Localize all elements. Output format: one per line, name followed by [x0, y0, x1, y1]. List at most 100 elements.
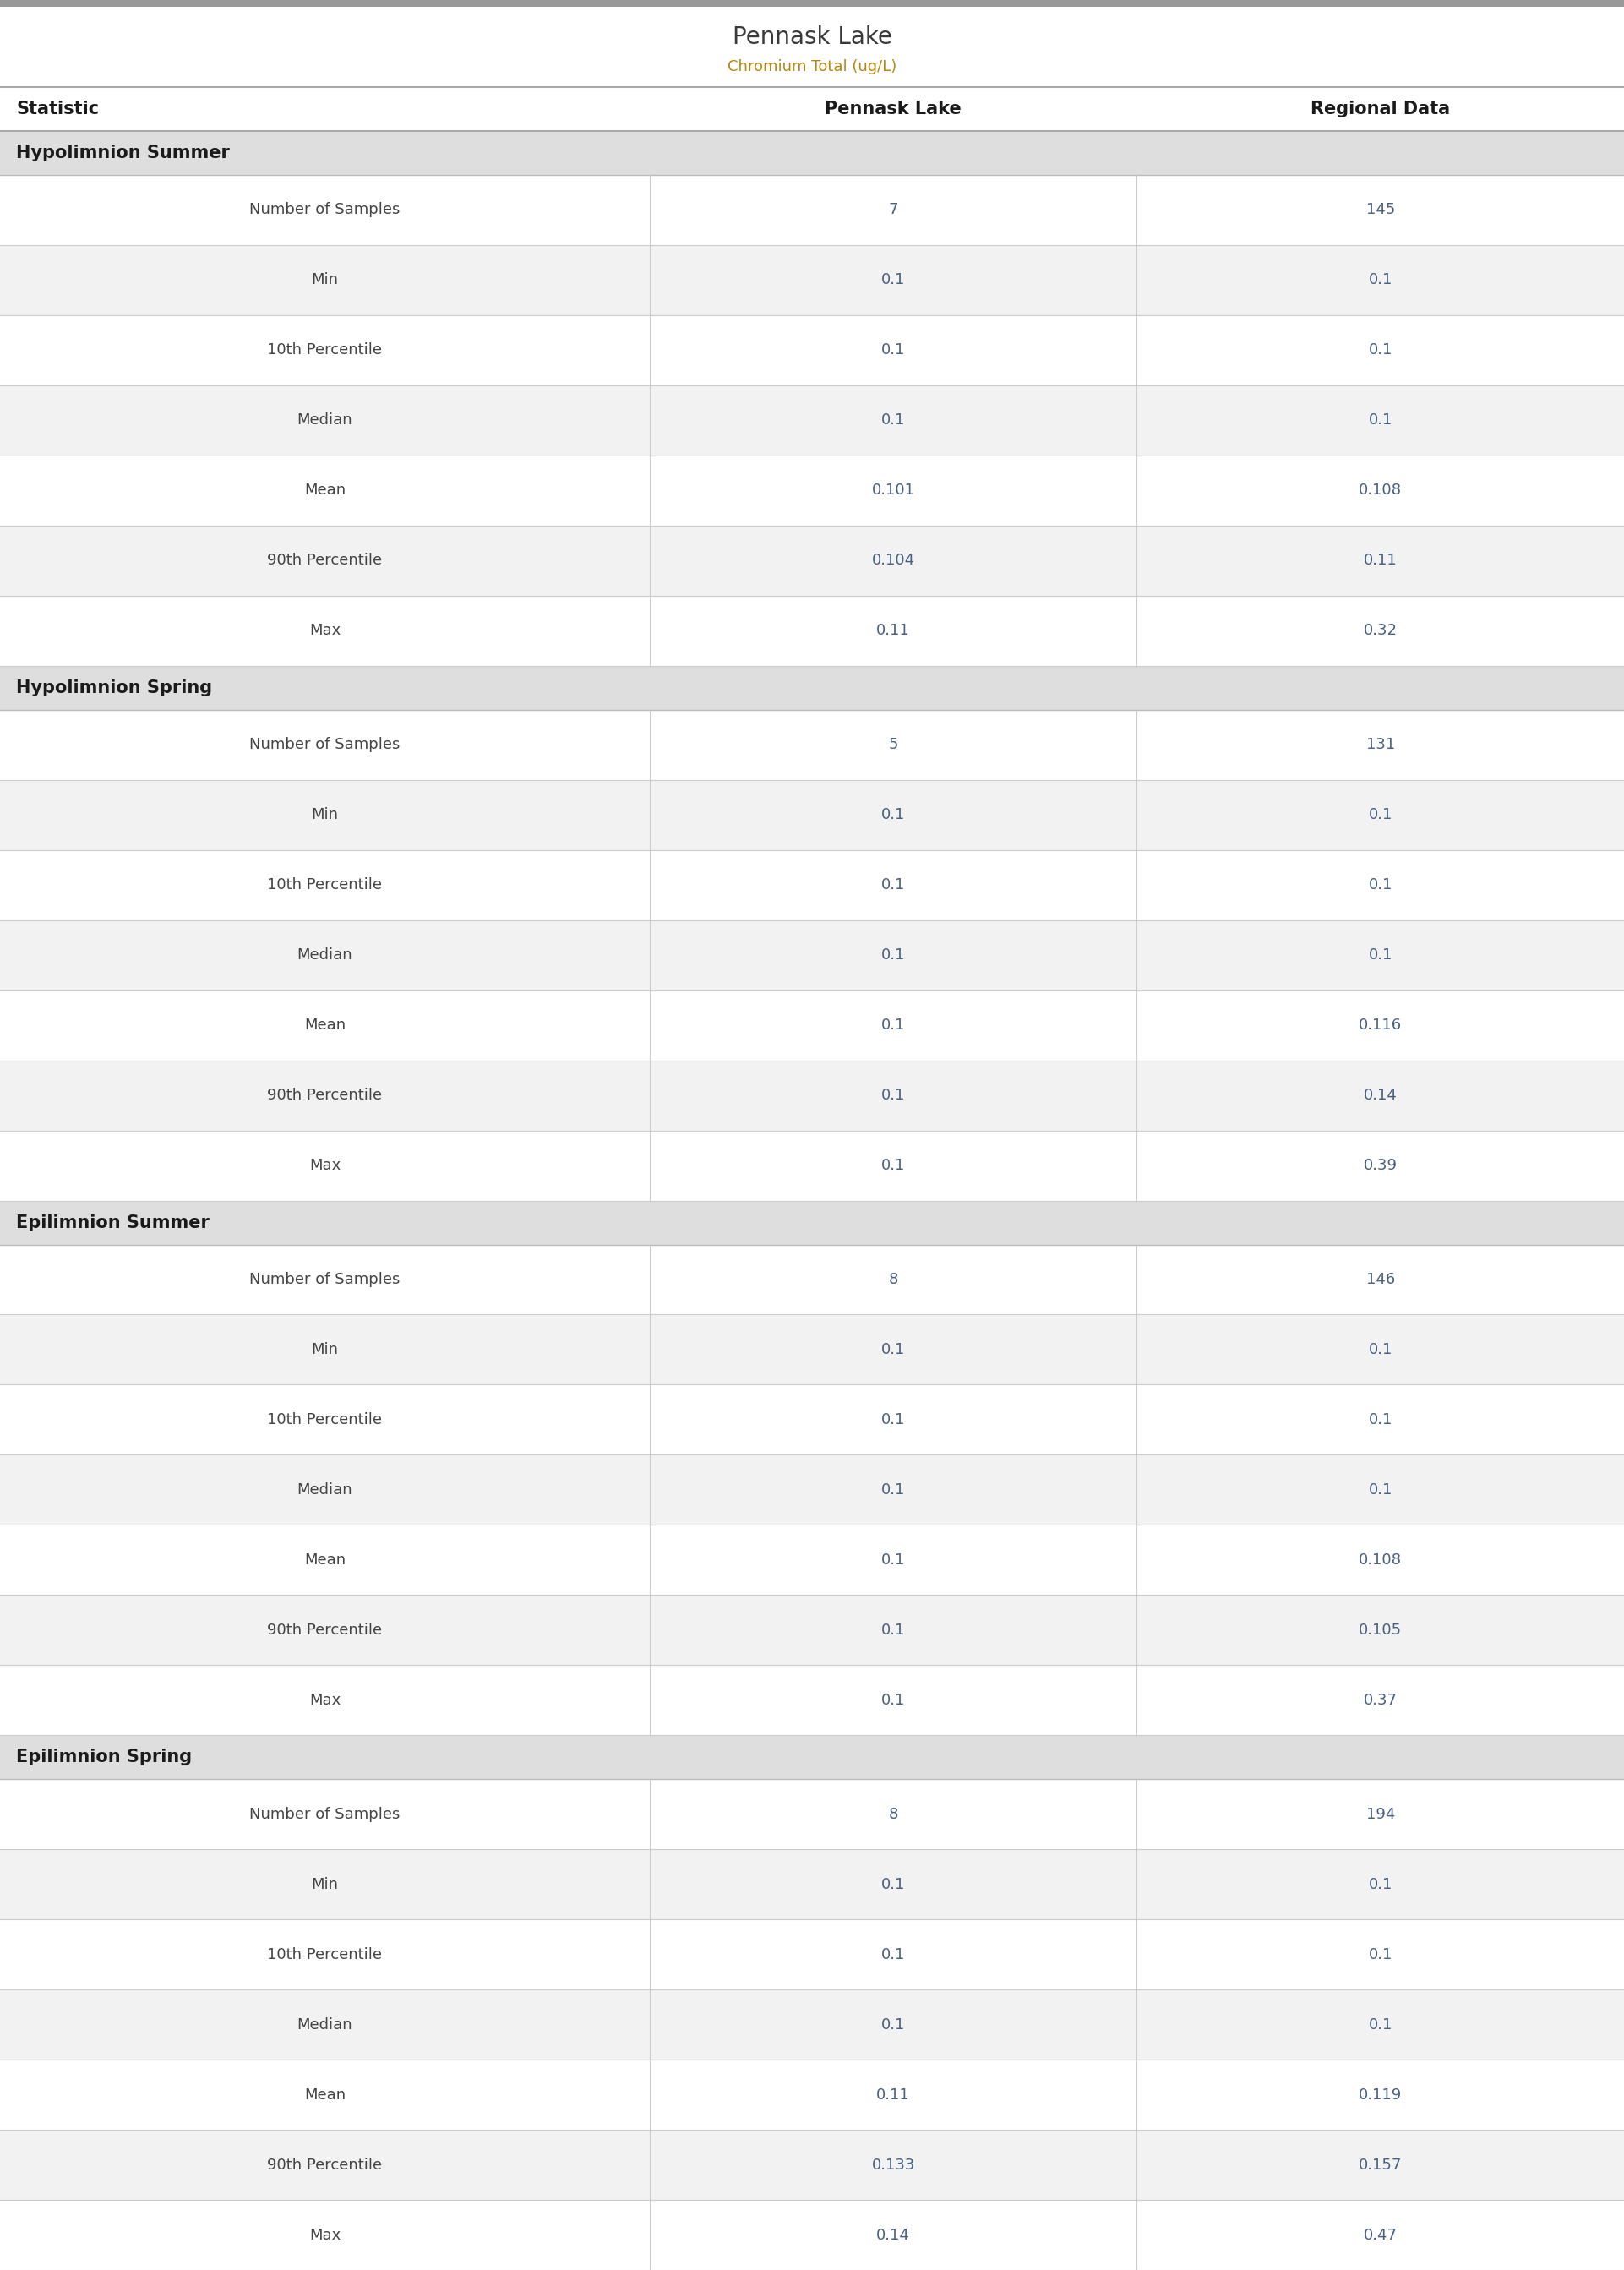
Text: 0.157: 0.157 [1359, 2156, 1402, 2172]
Text: 7: 7 [888, 202, 898, 218]
Bar [0, 7, 1624, 86]
Text: 0.1: 0.1 [882, 1342, 905, 1357]
Text: 0.101: 0.101 [872, 484, 914, 497]
Text: 0.39: 0.39 [1364, 1158, 1397, 1174]
Bar [0, 1666, 1624, 1734]
Bar [0, 175, 1624, 245]
Bar [0, 2129, 1624, 2200]
Bar [0, 1920, 1624, 1989]
Text: 0.108: 0.108 [1359, 484, 1402, 497]
Bar [0, 527, 1624, 595]
Text: 0.47: 0.47 [1364, 2227, 1397, 2243]
Text: 0.1: 0.1 [882, 272, 905, 288]
Text: Median: Median [297, 1482, 352, 1498]
Bar [0, 990, 1624, 1060]
Text: 0.1: 0.1 [1369, 1948, 1392, 1961]
Text: Min: Min [312, 1877, 338, 1891]
Text: Pennask Lake: Pennask Lake [732, 25, 892, 50]
Text: 90th Percentile: 90th Percentile [268, 2156, 382, 2172]
Text: Max: Max [309, 1158, 341, 1174]
Text: 146: 146 [1366, 1271, 1395, 1287]
Text: 0.1: 0.1 [1369, 2018, 1392, 2032]
Bar [0, 316, 1624, 386]
Text: 0.1: 0.1 [882, 1623, 905, 1637]
Text: 0.1: 0.1 [1369, 413, 1392, 429]
Bar [0, 1130, 1624, 1201]
Text: Chromium Total (ug/L): Chromium Total (ug/L) [728, 59, 896, 75]
Text: 0.11: 0.11 [877, 622, 909, 638]
Text: 10th Percentile: 10th Percentile [268, 1948, 382, 1961]
Bar [0, 2059, 1624, 2129]
Text: Max: Max [309, 1693, 341, 1707]
Text: 0.1: 0.1 [882, 413, 905, 429]
Text: 131: 131 [1366, 738, 1395, 751]
Text: Number of Samples: Number of Samples [250, 1807, 400, 1823]
Text: 0.1: 0.1 [882, 1948, 905, 1961]
Text: Mean: Mean [304, 2086, 346, 2102]
Text: 194: 194 [1366, 1807, 1395, 1823]
Text: 145: 145 [1366, 202, 1395, 218]
Bar [0, 1525, 1624, 1596]
Bar [0, 595, 1624, 665]
Text: 5: 5 [888, 738, 898, 751]
Bar [0, 1244, 1624, 1314]
Text: 0.1: 0.1 [882, 878, 905, 892]
Bar [0, 132, 1624, 175]
Text: 90th Percentile: 90th Percentile [268, 1623, 382, 1637]
Bar [0, 781, 1624, 849]
Text: 0.1: 0.1 [882, 2018, 905, 2032]
Text: 0.1: 0.1 [882, 1412, 905, 1428]
Text: 0.1: 0.1 [1369, 878, 1392, 892]
Text: 90th Percentile: 90th Percentile [268, 554, 382, 568]
Bar [0, 1455, 1624, 1525]
Text: Mean: Mean [304, 484, 346, 497]
Text: 0.1: 0.1 [882, 1553, 905, 1569]
Text: Max: Max [309, 622, 341, 638]
Text: Epilimnion Summer: Epilimnion Summer [16, 1214, 209, 1230]
Bar [0, 919, 1624, 990]
Text: 0.1: 0.1 [882, 947, 905, 962]
Text: Mean: Mean [304, 1017, 346, 1033]
Text: Pennask Lake: Pennask Lake [825, 100, 961, 118]
Text: Min: Min [312, 272, 338, 288]
Text: 0.1: 0.1 [1369, 947, 1392, 962]
Text: 0.1: 0.1 [1369, 1482, 1392, 1498]
Text: Hypolimnion Summer: Hypolimnion Summer [16, 145, 231, 161]
Bar [0, 1780, 1624, 1850]
Text: 0.108: 0.108 [1359, 1553, 1402, 1569]
Bar [0, 711, 1624, 781]
Bar [0, 0, 1624, 7]
Bar [0, 1314, 1624, 1385]
Text: Median: Median [297, 413, 352, 429]
Text: 0.37: 0.37 [1364, 1693, 1397, 1707]
Text: 0.14: 0.14 [877, 2227, 909, 2243]
Text: 0.1: 0.1 [1369, 272, 1392, 288]
Bar [0, 665, 1624, 711]
Text: 0.1: 0.1 [882, 808, 905, 822]
Text: Hypolimnion Spring: Hypolimnion Spring [16, 679, 213, 697]
Bar [0, 1850, 1624, 1920]
Text: 0.1: 0.1 [1369, 1412, 1392, 1428]
Text: 0.1: 0.1 [882, 1877, 905, 1891]
Text: 0.11: 0.11 [1364, 554, 1397, 568]
Text: 10th Percentile: 10th Percentile [268, 878, 382, 892]
Text: 0.1: 0.1 [1369, 1877, 1392, 1891]
Text: 0.1: 0.1 [882, 1158, 905, 1174]
Text: 0.1: 0.1 [1369, 343, 1392, 359]
Bar [0, 1201, 1624, 1244]
Text: Epilimnion Spring: Epilimnion Spring [16, 1748, 192, 1766]
Text: Max: Max [309, 2227, 341, 2243]
Text: 8: 8 [888, 1807, 898, 1823]
Bar [0, 1596, 1624, 1666]
Bar [0, 2200, 1624, 2270]
Bar [0, 456, 1624, 527]
Text: Number of Samples: Number of Samples [250, 202, 400, 218]
Text: 0.1: 0.1 [882, 1693, 905, 1707]
Text: Min: Min [312, 1342, 338, 1357]
Text: Statistic: Statistic [16, 100, 99, 118]
Bar [0, 386, 1624, 456]
Text: Number of Samples: Number of Samples [250, 738, 400, 751]
Text: 0.1: 0.1 [882, 343, 905, 359]
Text: 0.1: 0.1 [882, 1017, 905, 1033]
Text: 90th Percentile: 90th Percentile [268, 1087, 382, 1103]
